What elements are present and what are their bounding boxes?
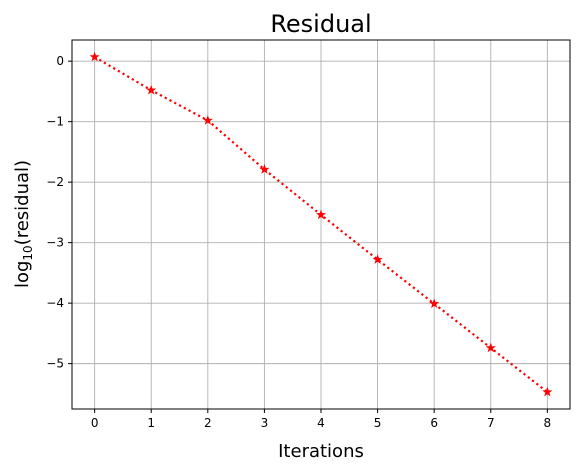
x-tick-label: 1 <box>147 416 155 430</box>
chart-title: Residual <box>270 10 371 38</box>
x-tick-label: 0 <box>91 416 99 430</box>
x-tick-label: 5 <box>374 416 382 430</box>
y-tick-label: −1 <box>46 115 64 129</box>
data-point-marker <box>315 209 327 220</box>
x-tick-label: 7 <box>487 416 495 430</box>
data-point-marker <box>542 386 553 397</box>
tick-marks <box>68 60 548 413</box>
y-axis-title-rest: (residual) <box>12 160 33 245</box>
x-tick-label: 4 <box>317 416 325 430</box>
x-tick-label: 3 <box>261 416 269 430</box>
data-point-marker <box>485 342 496 353</box>
x-tick-label: 2 <box>204 416 212 430</box>
y-tick-labels: 0 −1 −2 −3 −4 −5 <box>46 54 64 370</box>
x-tick-labels: 0 1 2 3 4 5 6 7 8 <box>91 416 551 430</box>
y-axis-title: log10(residual) <box>12 160 35 288</box>
data-point-marker <box>372 254 383 264</box>
x-tick-label: 6 <box>430 416 438 430</box>
data-point-marker <box>202 115 213 125</box>
y-tick-label: −2 <box>46 175 64 189</box>
data-point-marker <box>429 298 440 309</box>
y-tick-label: 0 <box>56 54 64 68</box>
x-axis-title: Iterations <box>278 441 364 462</box>
y-tick-label: −4 <box>46 296 64 310</box>
series-0 <box>89 51 553 397</box>
data-point-marker <box>89 51 100 62</box>
data-point-marker <box>259 164 270 174</box>
grid <box>72 40 570 409</box>
x-tick-label: 8 <box>544 416 552 430</box>
y-axis-title-subscript: 10 <box>21 245 35 260</box>
plot-area-frame <box>71 39 571 410</box>
y-axis-title-base: log <box>12 261 33 288</box>
y-tick-label: −3 <box>46 236 64 250</box>
data-point-marker <box>146 84 157 95</box>
y-tick-label: −5 <box>46 357 64 371</box>
